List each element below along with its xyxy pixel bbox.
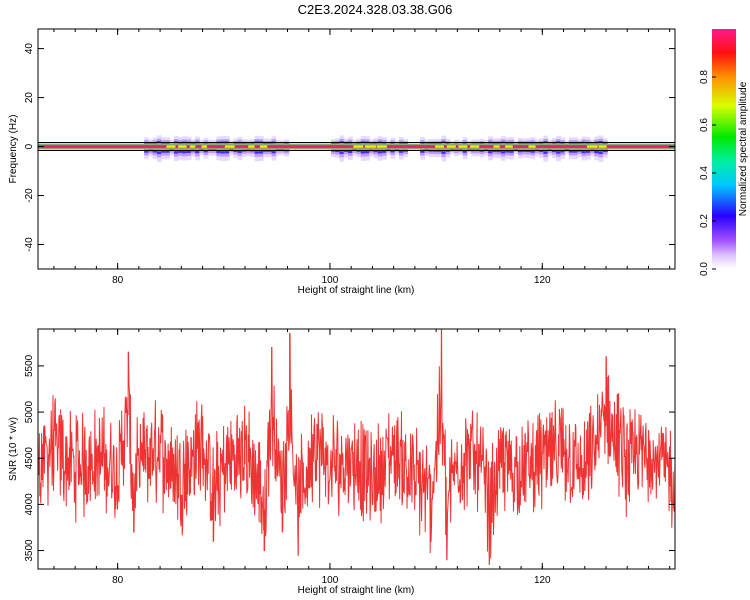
- snr-panel: 80 100 120 3500 4000 4500 5000 5500 Height of s…: [8, 328, 676, 596]
- chart-title: C2E3.2024.328.03.38.G06: [297, 2, 453, 17]
- spectrogram-x-tick-label: 120: [534, 275, 551, 286]
- spectrogram-y-tick-label: -40: [24, 237, 35, 252]
- spectrogram-x-axis-title: Height of straight line (km): [298, 285, 415, 296]
- carrier-highlight: [376, 145, 387, 148]
- spectrogram-y-tick-label: -20: [24, 188, 35, 203]
- colorbar-tick-label: 0.8: [699, 70, 710, 84]
- spectrogram-y-tick-label: 20: [24, 92, 35, 104]
- carrier-highlight: [248, 145, 255, 148]
- carrier-highlight: [528, 145, 536, 148]
- carrier-highlight: [493, 145, 500, 148]
- spectrogram-y-axis-title: Frequency (Hz): [8, 115, 19, 184]
- colorbar-tick-label: 0.4: [699, 166, 710, 180]
- carrier-highlight: [189, 145, 196, 148]
- colorbar-gradient: [712, 29, 736, 269]
- snr-y-tick-label: 5000: [24, 401, 35, 424]
- carrier-highlight: [505, 145, 513, 148]
- snr-y-tick-label: 4000: [24, 493, 35, 516]
- spectrogram-x-tick-label: 100: [322, 275, 339, 286]
- carrier-highlight: [166, 145, 176, 148]
- spectrogram-x-tick-label: 80: [112, 275, 124, 286]
- colorbar-title: Normalized spectral amplitude: [738, 81, 749, 216]
- colorbar-tick-label: 0.0: [699, 262, 710, 276]
- snr-x-axis-title: Height of straight line (km): [298, 585, 415, 596]
- carrier-highlight: [598, 145, 607, 148]
- carrier-highlight: [458, 145, 468, 148]
- carrier-highlight: [435, 145, 444, 148]
- carrier-highlight: [353, 145, 364, 148]
- snr-x-tick-label: 120: [534, 575, 551, 586]
- carrier-highlight: [178, 145, 187, 148]
- spectrogram-y-tick-label: 0: [24, 143, 35, 149]
- carrier-highlight: [364, 145, 376, 148]
- snr-series-line: [38, 329, 675, 565]
- spectrogram-frame: [37, 28, 676, 270]
- snr-frame: [37, 328, 676, 570]
- carrier-highlight: [224, 145, 235, 148]
- snr-ticks: 80 100 120 3500 4000 4500 5000 5500: [24, 329, 675, 586]
- carrier-highlight: [586, 145, 598, 148]
- spectrogram-panel: 80 100 120 40 20 0 -20 -40 Height of straight l…: [8, 28, 676, 296]
- spectrogram-heatmap: [38, 135, 675, 163]
- snr-y-tick-label: 4500: [24, 447, 35, 470]
- snr-x-tick-label: 100: [322, 575, 339, 586]
- snr-x-tick-label: 80: [112, 575, 124, 586]
- snr-y-axis-title: SNR (10 * v/v): [8, 417, 19, 481]
- spectrogram-ticks: 80 100 120 40 20 0 -20 -40: [24, 29, 675, 286]
- snr-y-tick-label: 3500: [24, 539, 35, 562]
- colorbar: 0.0 0.2 0.4 0.6 0.8 Normalized spectral ampl…: [699, 29, 749, 276]
- carrier-highlight: [201, 145, 208, 148]
- carrier-highlight: [470, 145, 480, 148]
- colorbar-ticks: 0.0 0.2 0.4 0.6 0.8: [699, 70, 716, 276]
- snr-y-tick-label: 5500: [24, 354, 35, 377]
- colorbar-tick-label: 0.6: [699, 118, 710, 132]
- carrier-highlight: [259, 145, 268, 148]
- colorbar-tick-label: 0.2: [699, 214, 710, 228]
- spectrogram-y-tick-label: 40: [24, 43, 35, 55]
- carrier-highlight: [446, 145, 456, 148]
